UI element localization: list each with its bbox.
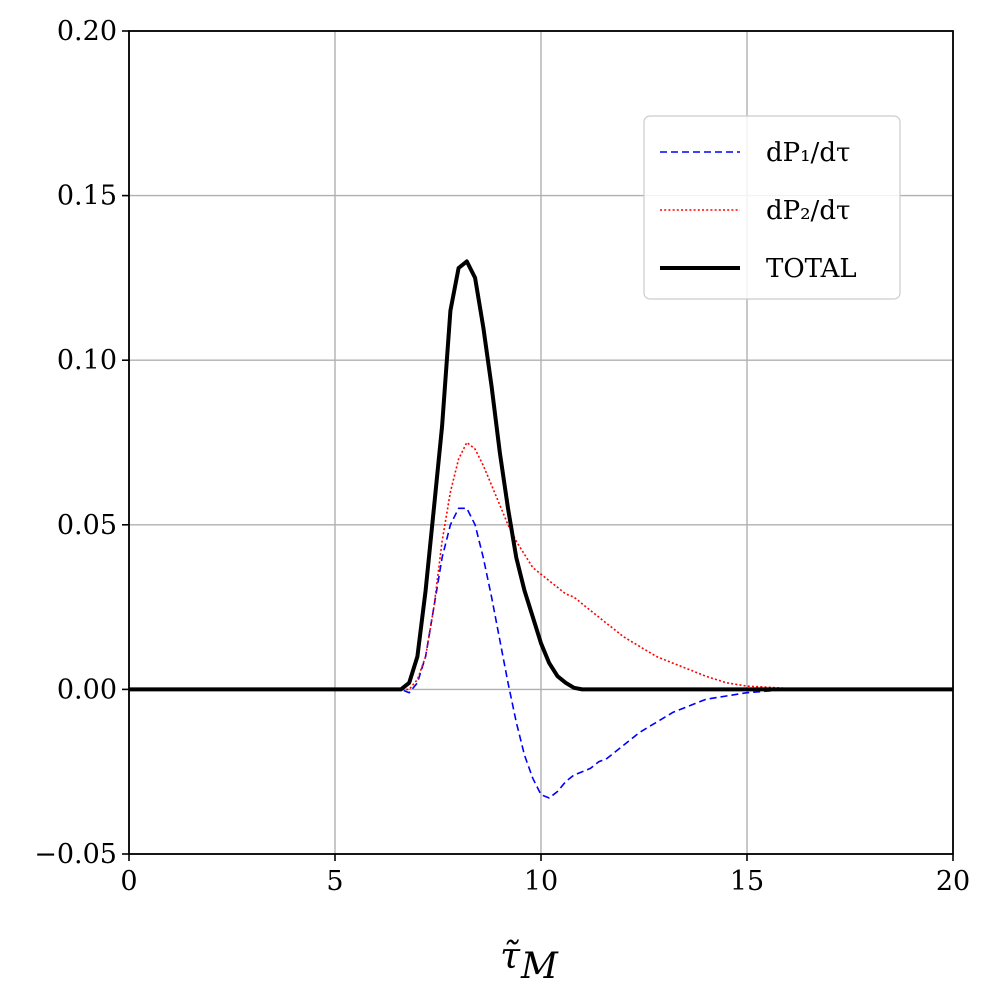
series-layer [129,259,953,799]
x-tick-label: 15 [730,866,764,897]
x-axis-label-main: τ̃ [500,936,521,977]
series-line-2 [129,259,953,692]
x-tick-label: 5 [326,866,343,897]
y-tick-label: 0.05 [57,510,117,541]
y-tick-label: 0.00 [57,674,117,705]
legend: dP₁/dτ dP₂/dτ TOTAL [643,115,901,300]
legend-label-2: TOTAL [766,254,857,284]
x-tick-label: 20 [936,866,970,897]
legend-label-0: dP₁/dτ [766,138,850,168]
ticks: 0 5 10 15 20 −0.05 0.00 0.05 0.10 0.15 0.20 [34,16,970,897]
legend-box [643,115,901,300]
series-line-0 [129,507,953,799]
y-tick-label: 0.20 [57,16,117,47]
y-tick-label: −0.05 [34,839,117,870]
x-tick-label: 0 [120,866,137,897]
x-axis-label-subscript: M [520,946,559,987]
x-axis-label: τ̃ M [500,936,559,987]
y-tick-label: 0.15 [57,181,117,212]
y-tick-label: 0.10 [57,345,117,376]
x-tick-label: 10 [524,866,558,897]
series-line-1 [129,441,953,691]
legend-label-1: dP₂/dτ [766,196,850,226]
